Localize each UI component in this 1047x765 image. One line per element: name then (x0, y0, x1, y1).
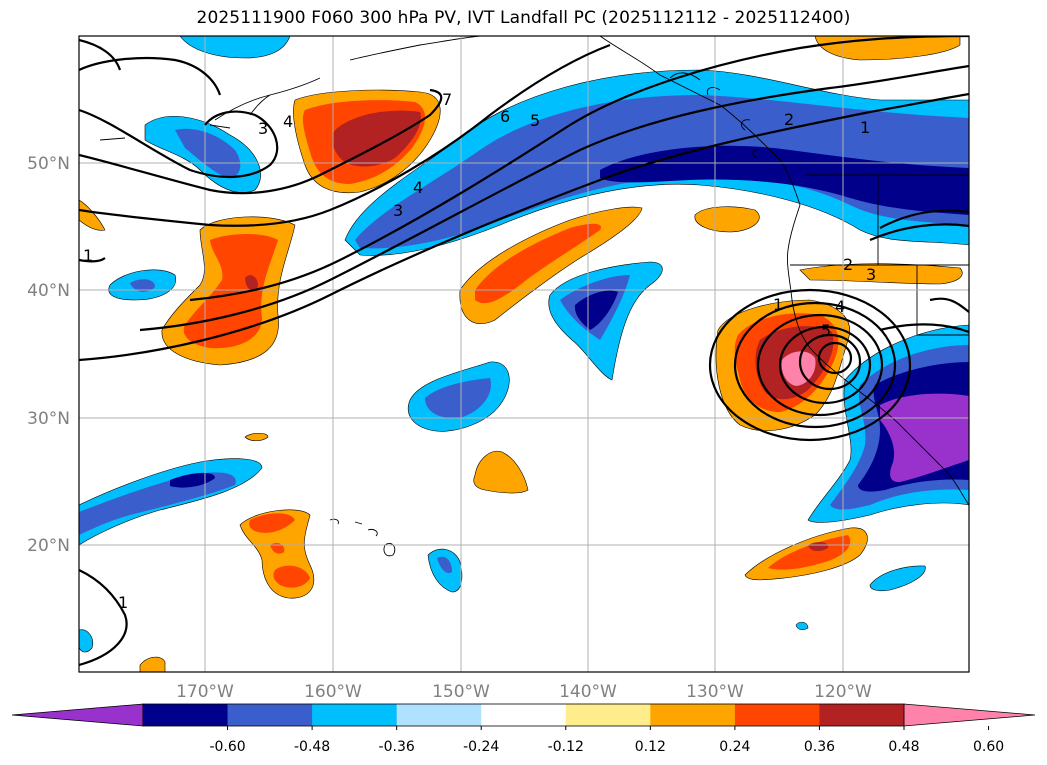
map-gridlines (79, 36, 969, 672)
colorbar-segment (650, 704, 736, 726)
colorbar: -0.60 -0.48 -0.36 -0.24 -0.12 0.12 0.24 0.36 0.4… (11, 703, 1036, 755)
colorbar-segment (312, 704, 398, 726)
longitude-labels: 170°W 160°W 150°W 140°W 130°W 120°W (176, 682, 872, 702)
lon-label-140w: 140°W (559, 682, 617, 702)
state-borders (790, 174, 969, 336)
pv-negative-core-purple (880, 393, 969, 483)
lat-label-20n: 20°N (27, 536, 70, 556)
contour-label: 7 (442, 90, 452, 109)
pv-positive-south-central (473, 450, 529, 494)
contour-label: 5 (530, 111, 540, 130)
ivt-contour-labels: 3 4 7 6 5 4 3 1 2 1 2 3 1 4 5 1 (83, 90, 876, 612)
contour-label: 1 (118, 593, 128, 612)
contour-label: 2 (843, 255, 853, 274)
contour-label: 4 (413, 178, 423, 197)
colorbar-tick-label: 0.24 (719, 739, 750, 755)
north-america-coast (599, 36, 969, 506)
pv-positive-small-north (694, 206, 760, 233)
coastlines (99, 36, 969, 557)
page-title: 2025111900 F060 300 hPa PV, IVT Landfall… (196, 8, 851, 28)
lon-label-170w: 170°W (176, 682, 234, 702)
contour-label: 1 (860, 118, 870, 137)
colorbar-segment (481, 704, 567, 726)
pv-shading (79, 36, 969, 672)
contour-label: 6 (500, 107, 510, 126)
colorbar-segment (565, 704, 651, 726)
colorbar-extend-low (11, 703, 144, 727)
colorbar-tick-label: -0.48 (294, 739, 330, 755)
map-frame (78, 35, 970, 673)
lat-label-50n: 50°N (27, 154, 70, 174)
contour-label: 1 (83, 246, 93, 265)
hawaii-islands (329, 518, 396, 557)
contour-label: 1 (773, 295, 783, 314)
colorbar-segment (227, 704, 313, 726)
colorbar-tick-label: -0.60 (209, 739, 245, 755)
latitude-labels: 50°N 40°N 30°N 20°N (27, 154, 70, 556)
colorbar-tick-label: 0.60 (973, 739, 1004, 755)
ivt-contours (79, 36, 969, 667)
colorbar-segment (819, 704, 905, 726)
lat-label-40n: 40°N (27, 281, 70, 301)
colorbar-tick-label: 0.36 (804, 739, 835, 755)
colorbar-segment (143, 704, 229, 726)
colorbar-tick-label: -0.36 (379, 739, 415, 755)
contour-label: 5 (821, 321, 831, 340)
lon-label-130w: 130°W (686, 682, 744, 702)
lon-label-120w: 120°W (814, 682, 872, 702)
contour-label: 2 (784, 110, 794, 129)
colorbar-segment (734, 704, 820, 726)
contour-label: 4 (835, 297, 845, 316)
colorbar-tick-label: 0.12 (635, 739, 666, 755)
colorbar-tick-label: 0.48 (888, 739, 919, 755)
colorbar-tick-label: -0.24 (463, 739, 499, 755)
lat-label-30n: 30°N (27, 409, 70, 429)
pv-positive-landfall-core (781, 351, 816, 386)
colorbar-segment (396, 704, 482, 726)
contour-label: 4 (283, 112, 293, 131)
contour-label: 3 (866, 265, 876, 284)
colorbar-extend-high (903, 703, 1036, 727)
contour-label: 3 (393, 201, 403, 220)
lon-label-160w: 160°W (304, 682, 362, 702)
contour-label: 3 (258, 119, 268, 138)
colorbar-tick-label: -0.12 (548, 739, 584, 755)
lon-label-150w: 150°W (432, 682, 490, 702)
